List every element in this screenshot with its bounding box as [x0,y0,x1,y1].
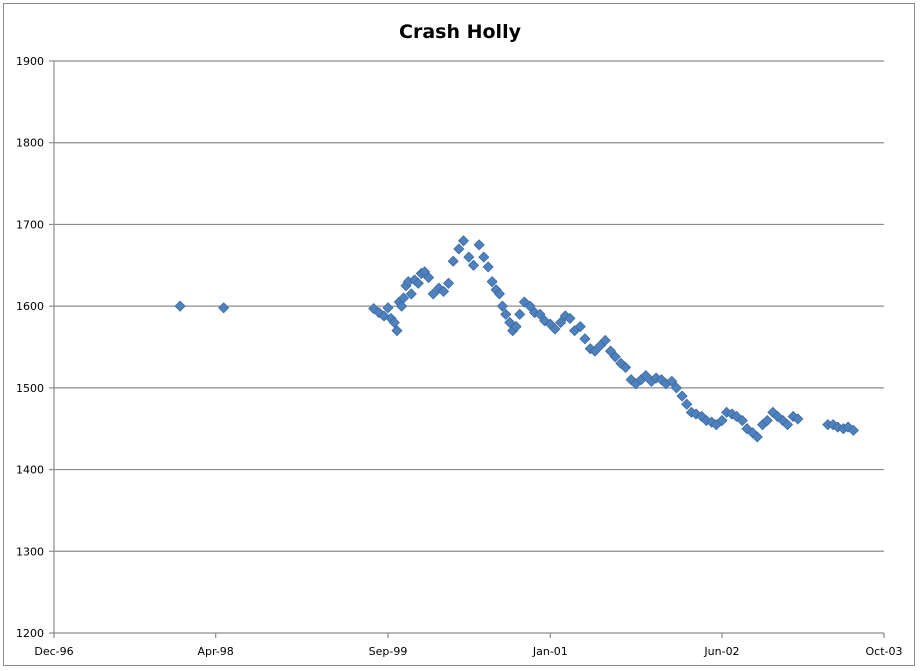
y-tick-label: 1600 [16,300,44,313]
data-point [398,292,410,304]
y-tick-label: 1900 [16,55,44,68]
x-tick-label: Sep-99 [369,645,408,658]
data-point [467,259,480,271]
data-point [412,277,424,289]
axes [53,61,884,634]
y-tick-label: 1800 [16,137,44,150]
y-tick-label: 1300 [16,545,44,558]
data-point [736,414,748,427]
data-point [777,414,789,427]
data-point [486,276,498,288]
data-point [500,308,512,320]
data-point [427,288,439,300]
x-tick-labels: Dec-96 Apr-98 Sep-99 Jan-01 Jun-02 Oct-03 [34,633,903,658]
data-point [524,300,536,312]
data-point [453,243,465,255]
data-point [640,370,652,382]
data-point [388,316,400,329]
x-tick-label: Jan-01 [532,645,568,658]
data-point [482,261,494,273]
data-point [218,302,230,314]
data-point [670,382,682,394]
data-point [463,251,475,263]
data-point [781,419,794,431]
data-point [423,271,435,284]
x-tick-label: Apr-98 [198,645,234,658]
data-point [832,421,844,433]
y-tick-labels: 1200 1300 1400 1500 1600 1700 1800 1900 [16,55,54,640]
data-point [442,277,455,289]
data-point [666,375,678,387]
data-point [478,251,490,263]
data-point [751,431,763,443]
data-point [514,308,526,320]
data-point [676,390,688,402]
data-points [174,235,859,443]
data-point [534,308,546,320]
data-point [518,296,530,308]
data-point [615,357,627,369]
data-point [549,323,561,335]
chart-frame [3,3,915,666]
y-tick-label: 1200 [16,627,44,640]
chart-title: Crash Holly [399,21,522,43]
grid-lines [54,60,884,552]
data-point [447,255,459,267]
data-point [792,413,804,425]
data-point [716,414,728,427]
data-point [655,374,668,386]
y-tick-label: 1400 [16,464,44,477]
data-point [761,414,773,427]
data-point [681,398,693,410]
data-point [564,312,576,324]
data-point [473,239,485,251]
data-point [391,325,403,337]
data-point [619,361,632,373]
data-point [504,316,516,329]
y-tick-label: 1700 [16,218,44,231]
x-tick-label: Dec-96 [34,645,73,658]
data-point [457,235,470,247]
data-point [382,302,394,314]
data-point [690,408,702,420]
data-point [555,316,567,329]
data-point [405,288,417,300]
data-point [589,345,601,357]
data-point [574,321,586,333]
data-point [378,310,390,322]
data-point [493,288,506,300]
x-tick-label: Oct-03 [866,645,903,658]
data-point [599,334,611,347]
y-tick-label: 1500 [16,382,44,395]
x-tick-label: Jun-02 [703,645,739,658]
data-point [609,351,621,363]
data-point [174,300,186,312]
data-point [847,424,859,436]
data-point [496,300,508,312]
data-point [579,333,591,345]
data-point [396,300,408,312]
data-point [433,282,445,294]
data-point [510,321,522,333]
data-point [437,285,450,297]
